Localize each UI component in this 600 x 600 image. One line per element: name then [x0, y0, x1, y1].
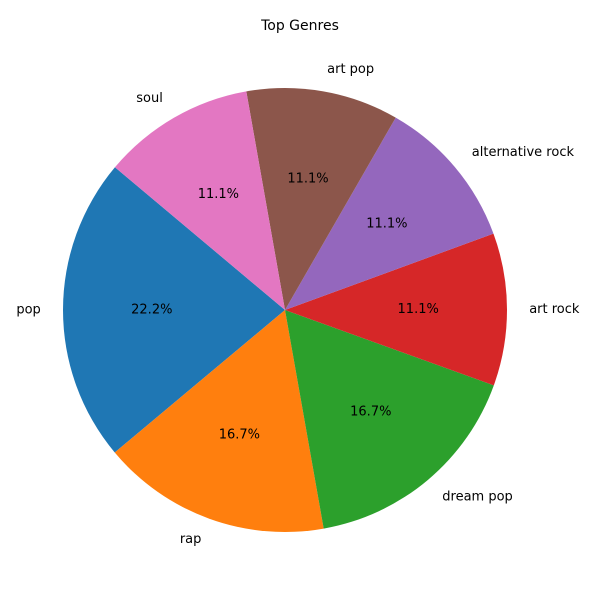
slice-label-rap: rap — [180, 532, 202, 547]
slice-percent-art-rock: 11.1% — [398, 302, 439, 317]
slice-percent-alternative-rock: 11.1% — [366, 217, 407, 232]
pie-slice-pop — [62, 167, 285, 453]
slice-label-soul: soul — [136, 91, 163, 106]
slice-label-alternative-rock: alternative rock — [472, 145, 575, 160]
slice-label-pop: pop — [16, 302, 40, 317]
pie-labels: pop 22.2% rap 16.7% dream pop 16.7% art rock 11… — [16, 62, 580, 547]
pie-slice-soul — [114, 91, 285, 310]
chart-title: Top Genres — [260, 18, 339, 34]
pie-slices — [62, 88, 508, 532]
pie-slice-art-rock — [285, 233, 508, 386]
slice-percent-rap: 16.7% — [219, 428, 260, 443]
slice-label-dream-pop: dream pop — [442, 489, 513, 504]
pie-slice-art-pop — [246, 88, 396, 310]
slice-label-art-rock: art rock — [529, 302, 580, 317]
slice-percent-soul: 11.1% — [198, 187, 239, 202]
pie-slice-dream-pop — [285, 310, 494, 529]
slice-label-art-pop: art pop — [327, 62, 374, 77]
pie-slice-rap — [114, 310, 324, 532]
slice-percent-dream-pop: 16.7% — [350, 404, 391, 419]
slice-percent-art-pop: 11.1% — [287, 171, 328, 186]
slice-percent-pop: 22.2% — [131, 302, 172, 317]
pie-slice-alternative-rock — [285, 117, 494, 311]
